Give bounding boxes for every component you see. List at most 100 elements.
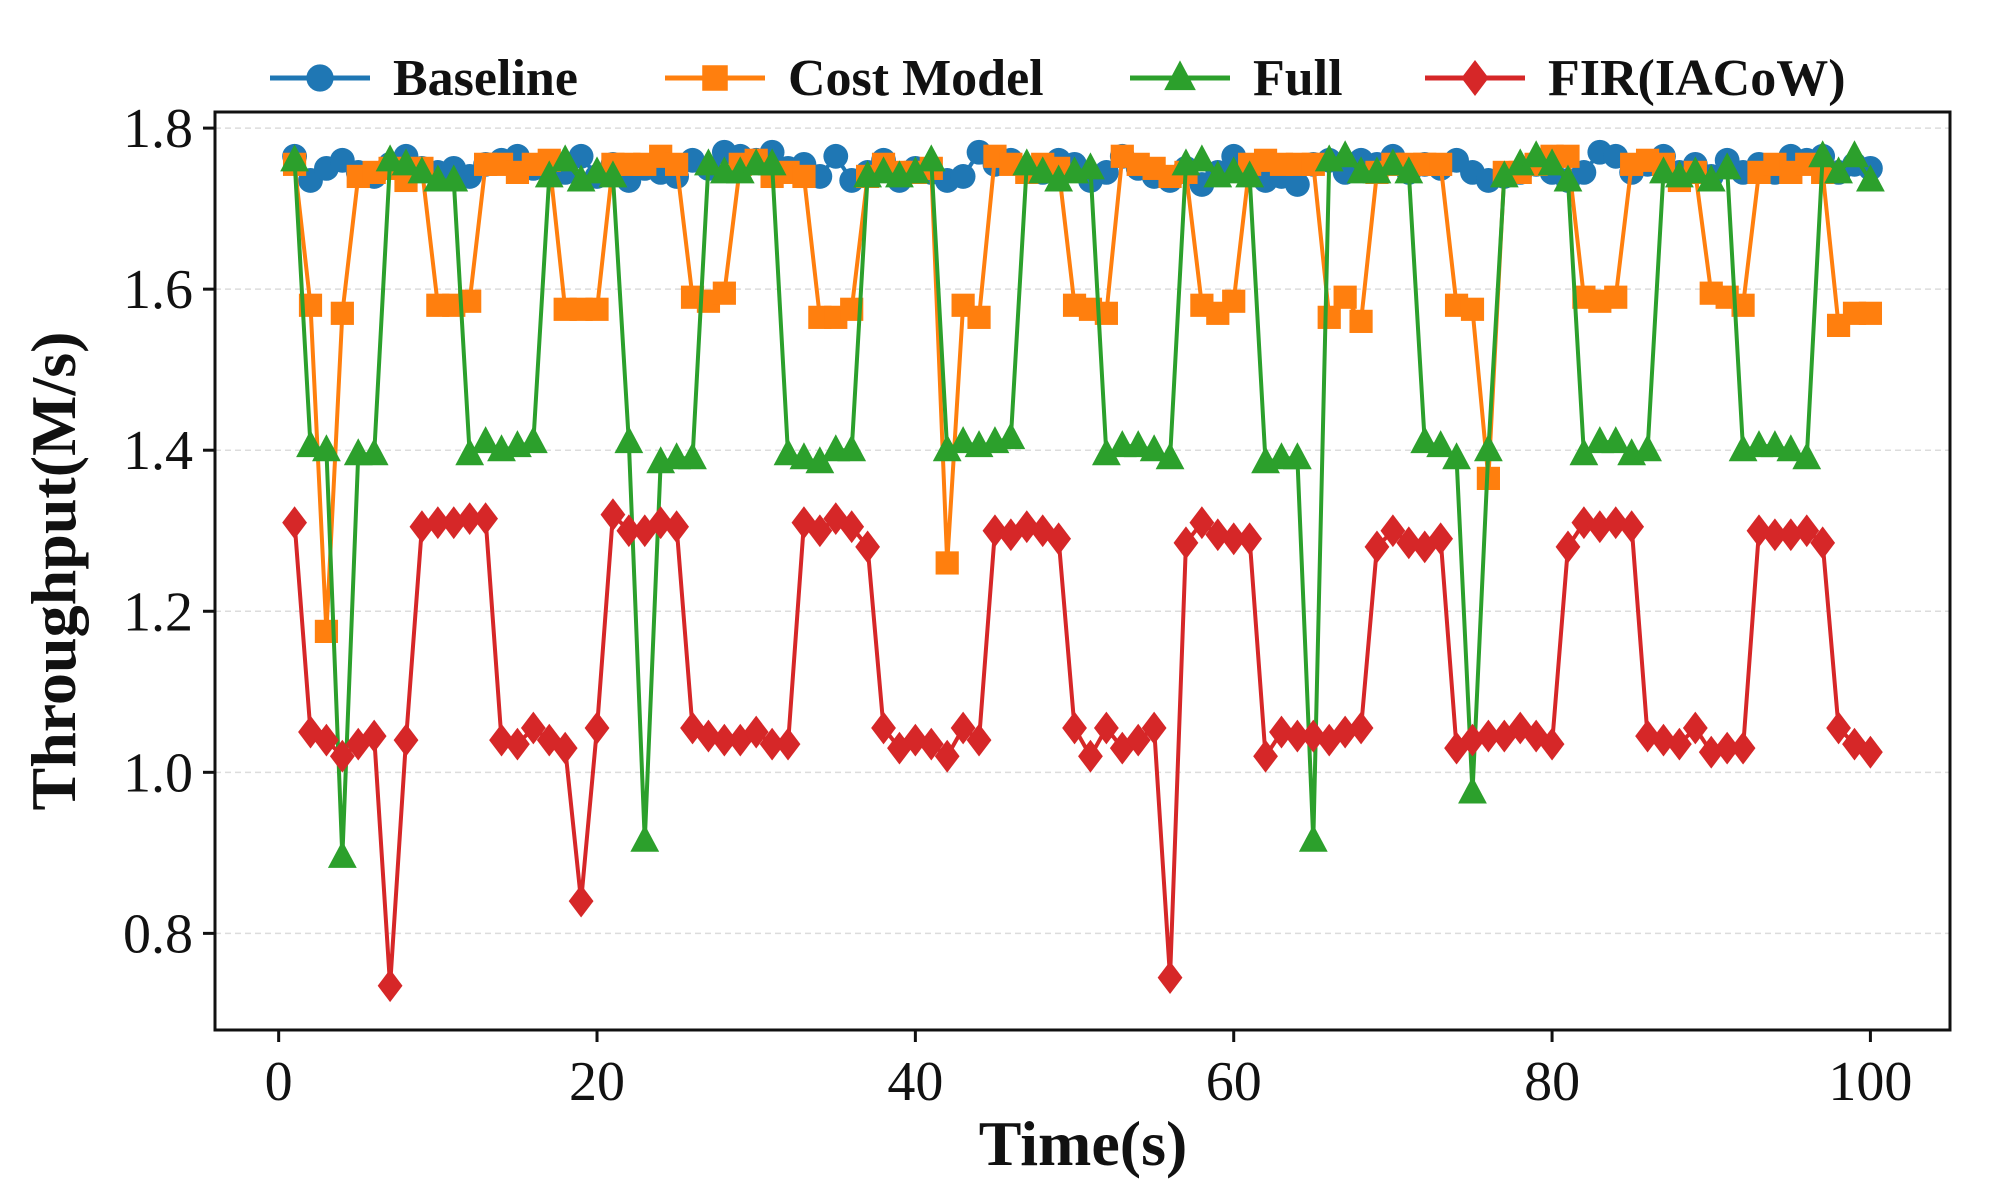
data-point-cost-model	[1429, 152, 1453, 176]
data-point-full	[1712, 152, 1742, 180]
data-point-full	[1139, 434, 1169, 462]
x-tick-label: 40	[887, 1051, 943, 1113]
data-point-fir-iacow	[1539, 727, 1565, 761]
data-point-fir-iacow	[950, 711, 976, 745]
data-point-full	[375, 144, 405, 172]
data-point-full	[1076, 152, 1105, 180]
data-point-full	[1633, 434, 1662, 462]
data-point-fir-iacow	[1412, 530, 1438, 564]
legend-marker	[1164, 60, 1196, 91]
data-point-fir-iacow	[361, 719, 387, 753]
data-point-full	[518, 426, 548, 454]
gridlines	[215, 127, 1950, 935]
data-point-full	[1091, 438, 1121, 466]
data-point-cost-model	[1604, 285, 1628, 309]
data-point-fir-iacow	[1093, 711, 1119, 745]
data-point-cost-model	[458, 289, 482, 313]
data-point-fir-iacow	[1237, 522, 1263, 556]
data-point-fir-iacow	[1826, 711, 1851, 745]
data-point-full	[932, 434, 962, 462]
data-point-fir-iacow	[377, 969, 403, 1003]
series-line-fir-iacow	[292, 512, 1872, 988]
data-point-fir-iacow	[1046, 522, 1072, 556]
data-point-fir-iacow	[1619, 510, 1645, 544]
data-point-full	[312, 434, 341, 462]
data-point-fir-iacow	[839, 510, 865, 544]
legend-label: Full	[1253, 50, 1343, 107]
data-point-full	[455, 438, 485, 466]
x-tick-label: 100	[1828, 1051, 1912, 1113]
plot-frame	[213, 110, 1952, 1032]
x-tick-label: 60	[1206, 1051, 1262, 1113]
legend-item-cost-model: Cost Model	[665, 50, 1044, 107]
legend-label: FIR(IACoW)	[1548, 50, 1846, 107]
data-point-full	[1426, 430, 1456, 458]
data-point-full	[869, 156, 898, 184]
data-point-full	[948, 426, 978, 454]
data-point-cost-model	[1317, 305, 1341, 329]
data-point-full	[837, 434, 867, 462]
data-point-full	[1187, 144, 1217, 172]
data-point-fir-iacow	[489, 723, 514, 757]
data-point-full	[789, 442, 819, 470]
data-point-full	[566, 164, 596, 192]
data-point-full	[1840, 140, 1869, 168]
data-point-cost-model	[1731, 293, 1755, 317]
data-point-fir-iacow	[329, 739, 355, 773]
data-point-full	[582, 156, 612, 184]
data-point-fir-iacow	[918, 727, 944, 761]
data-point-fir-iacow	[1428, 522, 1454, 556]
data-point-baseline	[1284, 172, 1310, 197]
data-point-full	[296, 430, 325, 458]
data-point-fir-iacow	[584, 711, 610, 745]
data-point-fir-iacow	[1284, 719, 1310, 753]
legend-label: Cost Model	[788, 50, 1044, 107]
data-point-fir-iacow	[1603, 506, 1629, 540]
data-point-full	[550, 144, 580, 172]
data-point-full	[1537, 148, 1567, 176]
data-point-fir-iacow	[1746, 514, 1772, 548]
data-point-fir-iacow	[1221, 522, 1247, 556]
data-point-fir-iacow	[711, 723, 737, 757]
data-point-fir-iacow	[871, 711, 896, 745]
data-point-cost-model	[1349, 309, 1373, 333]
data-point-full	[1442, 442, 1471, 470]
data-point-full	[280, 144, 309, 172]
data-point-full	[1394, 156, 1424, 184]
data-point-full	[1824, 156, 1853, 184]
data-point-full	[1856, 164, 1885, 192]
data-point-fir-iacow	[1714, 731, 1740, 765]
data-point-baseline	[950, 164, 976, 189]
data-point-fir-iacow	[1300, 719, 1326, 753]
data-point-fir-iacow	[1348, 711, 1374, 745]
data-point-full	[534, 160, 564, 188]
data-point-fir-iacow	[966, 723, 992, 757]
legend-label: Baseline	[393, 50, 578, 107]
series-lines	[280, 139, 1885, 1003]
data-point-cost-model	[665, 152, 689, 176]
data-point-full	[1489, 160, 1519, 188]
data-point-cost-model	[1858, 301, 1883, 325]
data-point-full	[1282, 442, 1312, 470]
data-point-full	[1330, 140, 1360, 168]
data-point-fir-iacow	[1205, 518, 1231, 552]
data-point-fir-iacow	[982, 514, 1008, 548]
y-tick-label: 1.8	[123, 98, 193, 160]
data-point-fir-iacow	[425, 506, 451, 540]
data-point-full	[1569, 438, 1599, 466]
data-point-fir-iacow	[934, 739, 960, 773]
data-point-cost-model	[792, 164, 816, 189]
series-fir-iacow	[282, 498, 1883, 1003]
data-point-fir-iacow	[1794, 514, 1820, 548]
data-point-fir-iacow	[1078, 739, 1103, 773]
data-point-fir-iacow	[1762, 518, 1788, 552]
data-point-fir-iacow	[1109, 731, 1135, 765]
data-point-fir-iacow	[1141, 711, 1167, 745]
data-point-full	[678, 442, 707, 470]
data-point-full	[773, 438, 803, 466]
data-point-fir-iacow	[1030, 514, 1056, 548]
data-point-fir-iacow	[314, 723, 339, 757]
data-point-full	[1521, 140, 1551, 168]
data-point-cost-model	[712, 281, 736, 305]
data-point-fir-iacow	[1460, 723, 1485, 757]
